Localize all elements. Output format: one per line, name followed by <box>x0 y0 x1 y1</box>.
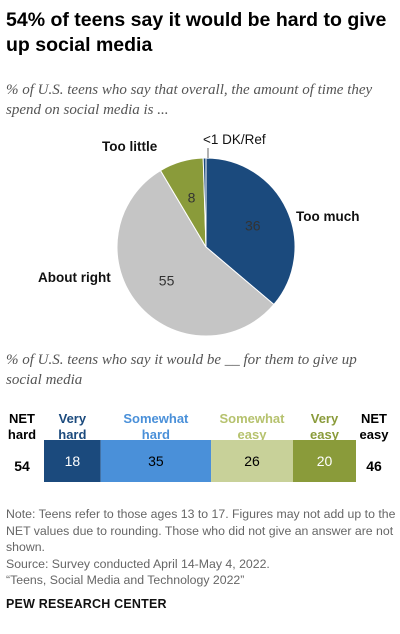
bar-segment-3 <box>292 440 356 482</box>
somewhat-hard-header: Somewhat hard <box>101 411 211 443</box>
very-hard-header: Very hard <box>44 411 101 443</box>
net-hard-header-line1: NET <box>9 411 35 426</box>
pie-value-2: 8 <box>188 190 196 206</box>
bar-value-2: 26 <box>244 453 260 469</box>
net-easy-header-line2: easy <box>359 427 389 442</box>
chart-notes: Note: Teens refer to those ages 13 to 17… <box>6 506 396 589</box>
pie-value-1: 55 <box>159 272 175 288</box>
bar-value-0: 18 <box>65 453 81 469</box>
bar-subtitle: % of U.S. teens who say it would be __ f… <box>6 352 357 388</box>
pie-slice-0 <box>205 157 296 306</box>
somewhat-easy-header-line1: Somewhat <box>219 411 285 426</box>
bar-segment-0 <box>44 440 101 482</box>
bar-segments: 18 35 26 20 <box>44 440 356 482</box>
very-hard-header-line2: hard <box>58 427 87 442</box>
pie-label-too-much: Too much <box>296 209 360 224</box>
pie-slices <box>116 148 296 337</box>
very-easy-header: Very easy <box>293 411 356 443</box>
stacked-bar: 18 35 26 20 <box>44 440 356 482</box>
somewhat-hard-header-line1: Somewhat <box>123 411 189 426</box>
note-text: Note: Teens refer to those ages 13 to 17… <box>6 507 396 554</box>
pie-label-dk-ref: <1 DK/Ref <box>203 132 266 147</box>
net-hard-header-line2: hard <box>7 427 37 442</box>
chart-title: 54% of teens say it would be hard to giv… <box>6 9 387 56</box>
bar-segment-1 <box>100 440 212 482</box>
report-text: “Teens, Social Media and Technology 2022… <box>6 573 245 587</box>
pie-subtitle: % of U.S. teens who say that overall, th… <box>6 82 373 118</box>
source-text: Source: Survey conducted April 14-May 4,… <box>6 556 270 571</box>
pie-chart: 36 55 8 Too much About right Too little <1… <box>38 132 360 337</box>
net-hard-header: NET hard <box>4 411 40 443</box>
pie-label-too-little: Too little <box>102 139 158 154</box>
pie-values: 36 55 8 <box>159 190 261 289</box>
pie-label-about-right: About right <box>38 270 111 285</box>
net-easy-header-line1: NET <box>361 411 387 426</box>
very-easy-header-line2: easy <box>310 427 339 442</box>
pie-value-0: 36 <box>245 217 261 233</box>
very-hard-header-line1: Very <box>58 411 87 426</box>
net-easy-value: 46 <box>366 458 382 474</box>
very-easy-header-line1: Very <box>310 411 339 426</box>
bar-value-3: 20 <box>317 453 333 469</box>
bar-segment-2 <box>211 440 293 482</box>
net-easy-header: NET easy <box>356 411 392 443</box>
bar-value-1: 35 <box>148 453 164 469</box>
somewhat-easy-header: Somewhat easy <box>211 411 293 443</box>
somewhat-easy-header-line2: easy <box>237 427 267 442</box>
pie-slice-1 <box>116 169 275 337</box>
net-hard-value: 54 <box>14 458 30 474</box>
pew-logo: PEW RESEARCH CENTER <box>6 597 167 611</box>
pie-slice-3 <box>202 157 207 248</box>
somewhat-hard-header-line2: hard <box>141 427 170 442</box>
